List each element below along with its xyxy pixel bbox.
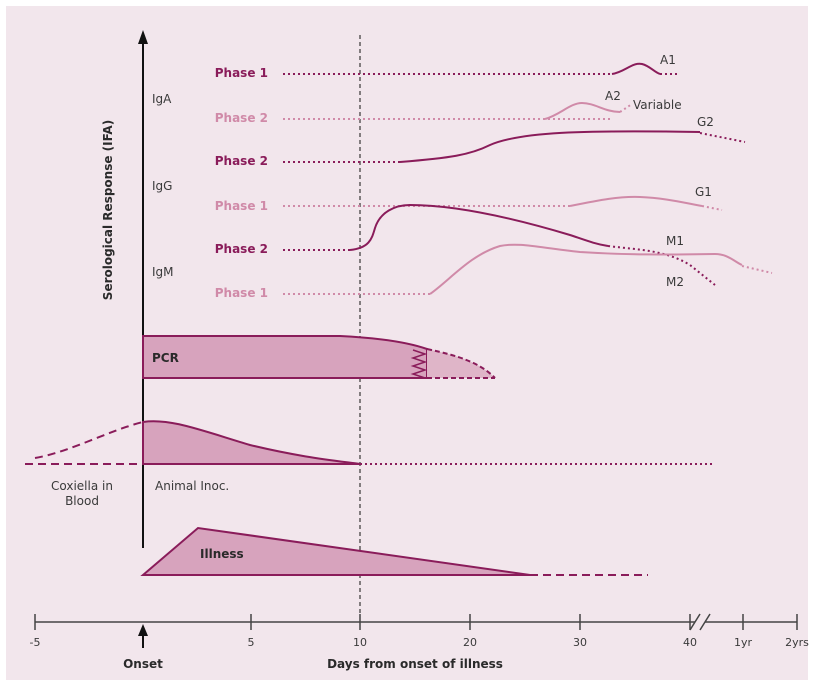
x-tick-label: 2yrs <box>785 636 809 649</box>
curve-label-m1: M1 <box>666 234 684 248</box>
phase-label-g2: Phase 2 <box>215 154 268 168</box>
curve-g2 <box>283 130 746 163</box>
illness-label: Illness <box>200 547 244 561</box>
group-label-igm: IgM <box>152 265 174 279</box>
phase-label-g1: Phase 1 <box>215 199 268 213</box>
coxiella-label-line1: Coxiella in <box>51 479 113 493</box>
phase-label-m2: Phase 2 <box>215 242 268 256</box>
curve-m1 <box>283 243 773 295</box>
curve-label-g1: G1 <box>695 185 712 199</box>
onset-label: Onset <box>123 657 163 671</box>
curve-label-variable: Variable <box>633 98 682 112</box>
group-label-iga: IgA <box>152 92 172 106</box>
x-tick-label: 40 <box>683 636 697 649</box>
pcr-region <box>142 335 496 379</box>
curve-g1 <box>283 195 723 211</box>
phase-label-m1: Phase 1 <box>215 286 268 300</box>
onset-arrowhead <box>138 624 148 636</box>
y-axis-label: Serological Response (IFA) <box>101 120 115 300</box>
phase-label-a2: Phase 2 <box>215 111 268 125</box>
phase-label-a1: Phase 1 <box>215 66 268 80</box>
x-axis-label: Days from onset of illness <box>327 657 503 671</box>
x-tick-label: 1yr <box>734 636 753 649</box>
curve-a1 <box>283 62 680 75</box>
curve-label-a1: A1 <box>660 53 676 67</box>
coxiella-label-line2: Blood <box>65 494 99 508</box>
x-tick-label: 5 <box>248 636 255 649</box>
pcr-label: PCR <box>152 351 179 365</box>
curve-label-a2: A2 <box>605 89 621 103</box>
y-axis-arrowhead <box>138 30 148 44</box>
x-tick-label: 10 <box>353 636 367 649</box>
curve-m2 <box>283 203 716 286</box>
animal-inoculation-label: Animal Inoc. <box>155 479 229 493</box>
x-tick-label: 20 <box>463 636 477 649</box>
group-label-igg: IgG <box>152 179 172 193</box>
curve-label-g2: G2 <box>697 115 714 129</box>
curve-a2 <box>283 101 633 120</box>
coxiella-blood-region <box>25 420 712 465</box>
illness-region <box>140 526 648 576</box>
x-axis <box>34 613 798 631</box>
x-tick-label: -5 <box>30 636 41 649</box>
curve-label-m2: M2 <box>666 275 684 289</box>
x-tick-label: 30 <box>573 636 587 649</box>
